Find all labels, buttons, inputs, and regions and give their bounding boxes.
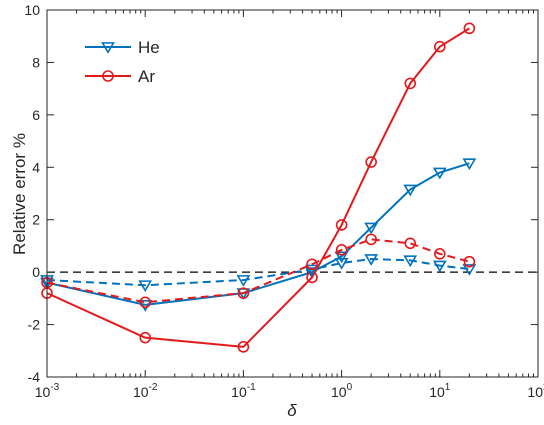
series-3-point-5 (365, 233, 377, 246)
legend-marker-0 (101, 42, 115, 54)
series-1-line (46, 27, 470, 348)
series-3-point-1 (139, 296, 151, 309)
legend-marker-1 (102, 70, 114, 82)
series-1-point-2 (237, 341, 250, 353)
tick-label-layer: 10-3 10-2 10-1 100 101 102 -4 -2 0 2 4 6 8 10 (24, 2, 544, 400)
series-2-point-5 (364, 254, 379, 266)
legend: He Ar (77, 23, 177, 99)
series-2-line (46, 258, 470, 287)
series-1-point-3 (306, 271, 318, 284)
x-tick-label-5: 102 (527, 382, 544, 400)
series-1-point-1 (139, 331, 151, 344)
axes-box (46, 9, 539, 378)
series-2-point-8 (462, 264, 477, 276)
series-2-point-4 (334, 258, 349, 270)
series-0-point-4 (334, 251, 349, 264)
legend-box (77, 23, 177, 99)
x-tick-label-3: 100 (331, 382, 353, 400)
series-3-point-8 (463, 255, 476, 268)
series-2-point-7 (432, 260, 447, 273)
y-tick-label-7: 10 (24, 2, 40, 18)
legend-label-1: Ar (138, 67, 155, 86)
legend-label-0: He (138, 38, 160, 57)
series-3-point-3 (306, 258, 318, 271)
series-1-point-6 (404, 77, 417, 90)
series-0-point-1 (138, 299, 153, 312)
series-2-point-1 (138, 280, 153, 293)
x-axis-label: δ (287, 401, 297, 420)
series-3-point-6 (404, 237, 417, 250)
series-0-point-6 (403, 184, 418, 197)
series-3-point-4 (335, 244, 348, 256)
y-tick-label-0: -4 (28, 369, 41, 385)
x-tick-label-0: 10-3 (35, 382, 60, 400)
series-1-point-8 (463, 22, 476, 35)
series-0-point-7 (432, 167, 447, 180)
y-tick-label-1: -2 (28, 317, 41, 333)
y-tick-label-6: 8 (32, 54, 40, 70)
series-1-point-4 (335, 219, 348, 231)
series-1-point-7 (433, 40, 446, 53)
series-1 (41, 22, 476, 353)
series-3-point-7 (433, 247, 446, 260)
y-tick-label-4: 4 (32, 159, 40, 175)
x-tick-label-2: 10-1 (231, 382, 256, 400)
x-tick-label-1: 10-2 (133, 382, 158, 400)
series-0-line (46, 162, 470, 306)
series-0-point-8 (462, 158, 477, 171)
series-layer (40, 22, 477, 353)
series-3-point-2 (237, 287, 250, 299)
series-1-point-5 (365, 156, 377, 168)
series-3-line (46, 238, 470, 304)
series-2-point-3 (305, 264, 319, 277)
y-axis-label: Relative error % (10, 133, 29, 255)
x-tick-label-4: 101 (429, 382, 451, 400)
y-tick-label-2: 0 (32, 264, 40, 280)
series-0-point-5 (364, 222, 379, 235)
series-2 (40, 254, 477, 293)
y-tick-label-5: 6 (32, 107, 40, 123)
axes-layer (46, 9, 539, 378)
series-2-point-2 (236, 275, 251, 287)
series-2-point-6 (403, 255, 418, 268)
y-tick-label-3: 2 (32, 212, 40, 228)
